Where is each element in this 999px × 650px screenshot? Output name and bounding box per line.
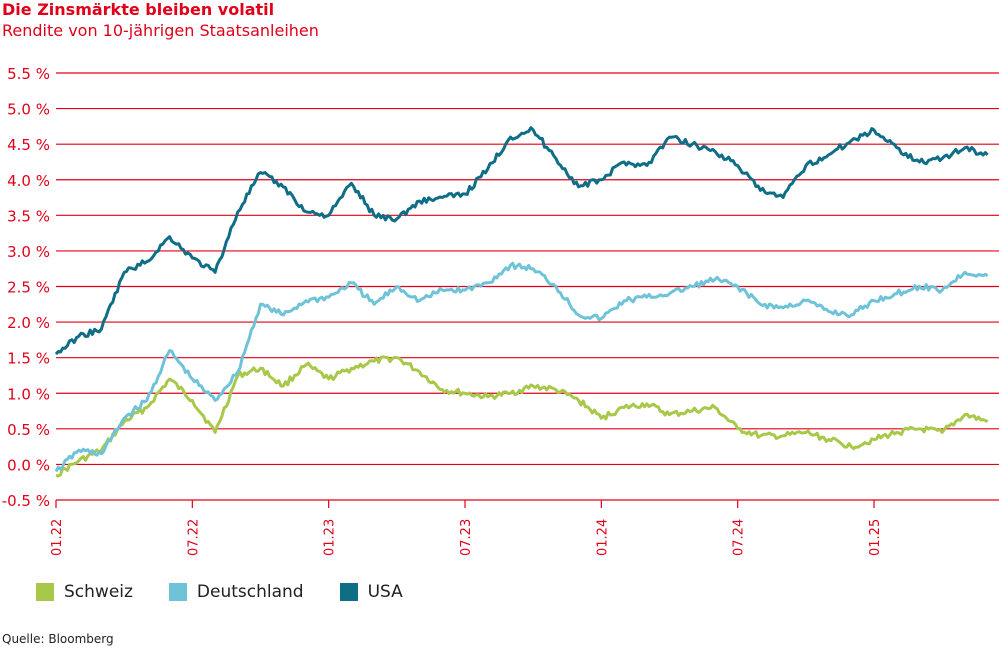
x-tick-label: 07.22 [186, 519, 201, 556]
legend-swatch-deutschland [168, 583, 187, 601]
y-tick-label: 5.0 % [7, 101, 50, 119]
x-tick-label: 01.25 [868, 519, 883, 556]
y-tick-label: 0.0 % [7, 456, 50, 474]
y-tick-label: 5.5 % [7, 65, 50, 83]
series-line-usa [54, 126, 989, 356]
legend-swatch-usa [339, 583, 358, 601]
series-line-deutschland [54, 261, 989, 473]
x-tick-label: 01.24 [595, 519, 610, 556]
y-tick-label: -0.5 % [2, 492, 50, 510]
x-tick-label: 07.23 [459, 519, 474, 556]
chart-title: Die Zinsmärkte bleiben volatil [2, 0, 275, 19]
y-tick-label: 4.5 % [7, 136, 50, 154]
y-tick-label: 4.0 % [7, 172, 50, 190]
y-tick-label: 3.5 % [7, 207, 50, 225]
legend-item-schweiz: Schweiz [36, 582, 133, 602]
y-tick-label: 2.0 % [7, 314, 50, 332]
legend-item-usa: USA [339, 582, 403, 602]
y-tick-label: 2.5 % [7, 279, 50, 297]
y-tick-label: 1.5 % [7, 350, 50, 368]
legend-label-schweiz: Schweiz [64, 582, 133, 602]
x-tick-label: 01.22 [50, 519, 65, 556]
chart-subtitle: Rendite von 10-jährigen Staatsanleihen [2, 21, 319, 40]
legend-item-deutschland: Deutschland [168, 582, 304, 602]
legend: Schweiz Deutschland USA [36, 582, 439, 602]
source-note: Quelle: Bloomberg [2, 632, 114, 646]
legend-label-deutschland: Deutschland [196, 582, 304, 602]
y-tick-label: 0.5 % [7, 421, 50, 439]
y-tick-label: 3.0 % [7, 243, 50, 261]
legend-label-usa: USA [367, 582, 403, 602]
x-tick-label: 07.24 [732, 519, 747, 556]
y-tick-label: 1.0 % [7, 385, 50, 403]
legend-swatch-schweiz [36, 583, 54, 601]
x-tick-label: 01.23 [323, 519, 338, 556]
series-line-schweiz [55, 355, 989, 478]
